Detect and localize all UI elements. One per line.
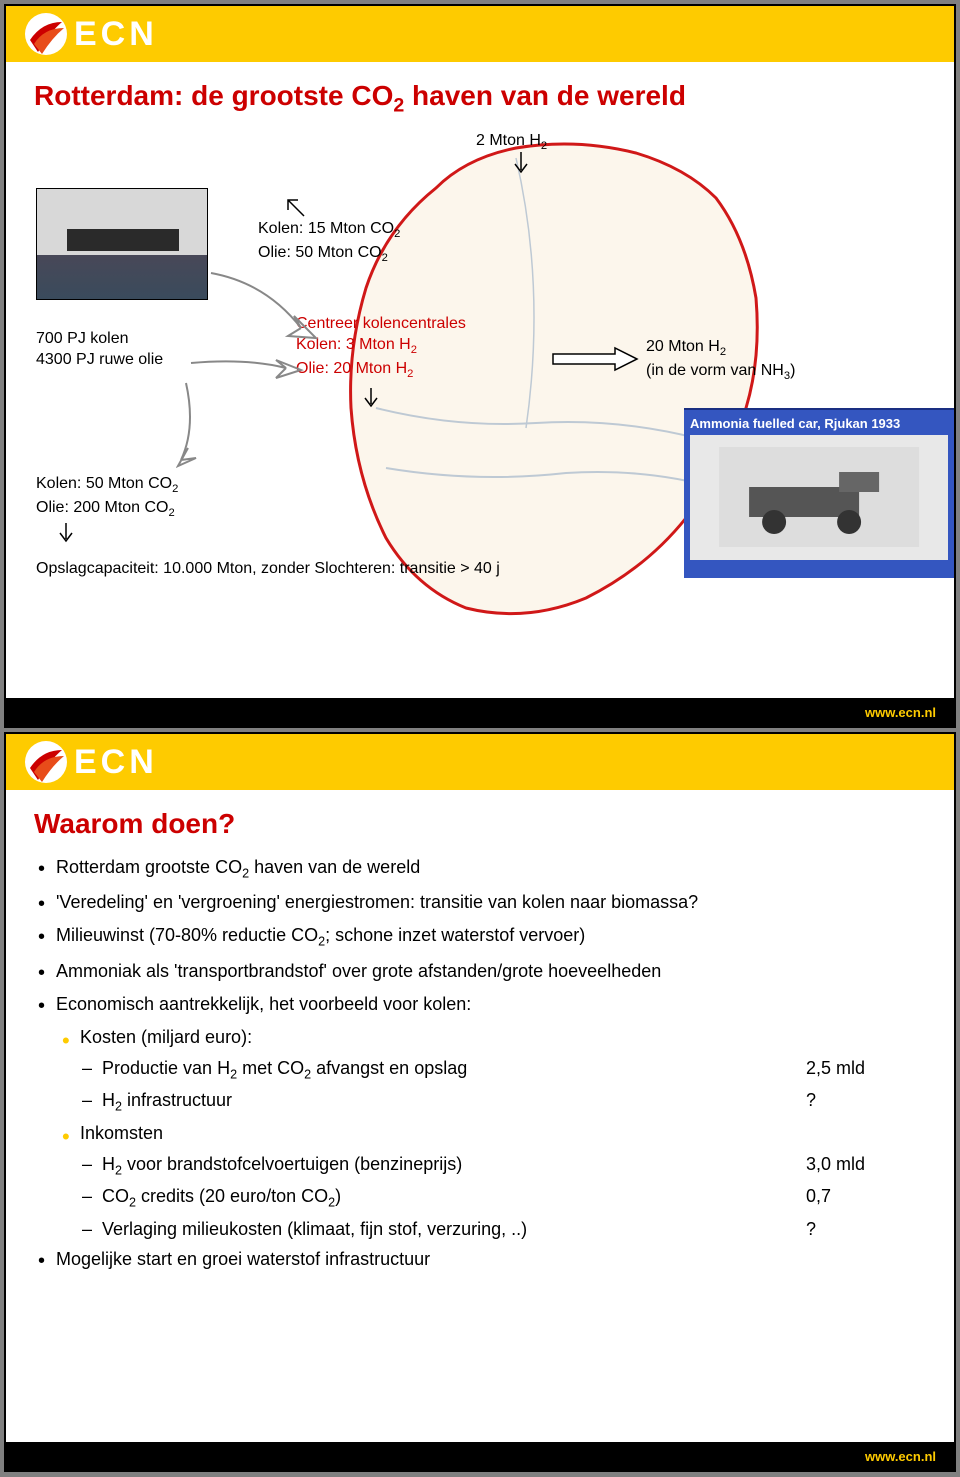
bullet-item: H2 infrastructuur? xyxy=(82,1087,926,1116)
sub-group: Kosten (miljard euro): Productie van H2 m… xyxy=(58,1024,926,1243)
ammonia-title: Ammonia fuelled car, Rjukan 1933 xyxy=(690,416,948,431)
cargo-ship-image xyxy=(36,188,208,300)
value-row: Productie van H2 met CO2 afvangst en ops… xyxy=(102,1055,926,1084)
header: ECN xyxy=(6,734,954,790)
bullet-item: CO2 credits (20 euro/ton CO2)0,7 xyxy=(82,1183,926,1212)
map-zone: 2 Mton H2 Kolen: 15 Mton CO2Olie: 50 Mto… xyxy=(6,128,954,688)
ecn-logo: ECN xyxy=(24,12,158,56)
header: ECN xyxy=(6,6,954,62)
logo-text: ECN xyxy=(74,15,158,54)
bullet-item: 'Veredeling' en 'vergroening' energiestr… xyxy=(34,889,926,916)
ecn-logo: ECN xyxy=(24,740,158,784)
outline-arrow-3 xyxy=(176,378,276,468)
ammonia-car-image xyxy=(690,435,948,560)
block-arrow-right-icon xyxy=(551,344,641,374)
slide-1: ECN Rotterdam: de grootste CO2 haven van… xyxy=(4,4,956,728)
bullet-item: H2 voor brandstofcelvoertuigen (benzinep… xyxy=(82,1151,926,1180)
ammonia-car-card: Ammonia fuelled car, Rjukan 1933 xyxy=(684,408,954,578)
footer-url: www.ecn.nl xyxy=(865,1449,936,1464)
slide-2: ECN Waarom doen? Rotterdam grootste CO2 … xyxy=(4,732,956,1472)
annot-pj: 700 PJ kolen 4300 PJ ruwe olie xyxy=(36,328,163,371)
logo-text: ECN xyxy=(74,743,158,782)
annot-opslag: Opslagcapaciteit: 10.000 Mton, zonder Sl… xyxy=(36,558,500,580)
footer-url: www.ecn.nl xyxy=(865,705,936,720)
annot-east: 20 Mton H2(in de vorm van NH3) xyxy=(646,336,795,385)
row-label: Productie van H2 met CO2 afvangst en ops… xyxy=(102,1055,806,1084)
row-value: 2,5 mld xyxy=(806,1055,926,1084)
footer: www.ecn.nl xyxy=(6,698,954,726)
row-label: CO2 credits (20 euro/ton CO2) xyxy=(102,1183,806,1212)
flame-icon xyxy=(24,740,68,784)
row-label: H2 voor brandstofcelvoertuigen (benzinep… xyxy=(102,1151,806,1180)
bullet-item: Verlaging milieukosten (klimaat, fijn st… xyxy=(82,1216,926,1243)
outline-arrow-1 xyxy=(206,258,326,348)
bullet-item: Mogelijke start en groei waterstof infra… xyxy=(34,1246,926,1273)
bullet-item: Economisch aantrekkelijk, het voorbeeld … xyxy=(34,991,926,1018)
row-value: ? xyxy=(806,1087,926,1116)
flame-icon xyxy=(24,12,68,56)
value-row: Verlaging milieukosten (klimaat, fijn st… xyxy=(102,1216,926,1243)
arrow-down-icon xyxy=(361,388,381,410)
row-value: 3,0 mld xyxy=(806,1151,926,1180)
bullet-item: Inkomsten xyxy=(58,1120,926,1147)
value-row: H2 voor brandstofcelvoertuigen (benzinep… xyxy=(102,1151,926,1180)
slide1-title: Rotterdam: de grootste CO2 haven van de … xyxy=(6,62,954,128)
bullet-item: Rotterdam grootste CO2 haven van de were… xyxy=(34,854,926,883)
arrow-down-icon xyxy=(56,523,76,545)
slide2-title: Waarom doen? xyxy=(6,790,954,850)
row-value: ? xyxy=(806,1216,926,1243)
row-label: H2 infrastructuur xyxy=(102,1087,806,1116)
annot-top: 2 Mton H2 xyxy=(476,130,547,154)
bullet-list: Rotterdam grootste CO2 haven van de were… xyxy=(6,850,954,1273)
value-row: H2 infrastructuur? xyxy=(102,1087,926,1116)
footer: www.ecn.nl xyxy=(6,1442,954,1470)
row-value: 0,7 xyxy=(806,1183,926,1212)
bullet-item: Kosten (miljard euro): xyxy=(58,1024,926,1051)
arrow-upleft-icon xyxy=(284,196,306,218)
bullet-item: Productie van H2 met CO2 afvangst en ops… xyxy=(82,1055,926,1084)
arrow-down-icon xyxy=(511,152,531,176)
bullet-item: Milieuwinst (70-80% reductie CO2; schone… xyxy=(34,922,926,951)
value-row: CO2 credits (20 euro/ton CO2)0,7 xyxy=(102,1183,926,1212)
bullet-item: Ammoniak als 'transportbrandstof' over g… xyxy=(34,958,926,985)
annot-bottom-left: Kolen: 50 Mton CO2Olie: 200 Mton CO2 xyxy=(36,473,178,522)
row-label: Verlaging milieukosten (klimaat, fijn st… xyxy=(102,1216,806,1243)
